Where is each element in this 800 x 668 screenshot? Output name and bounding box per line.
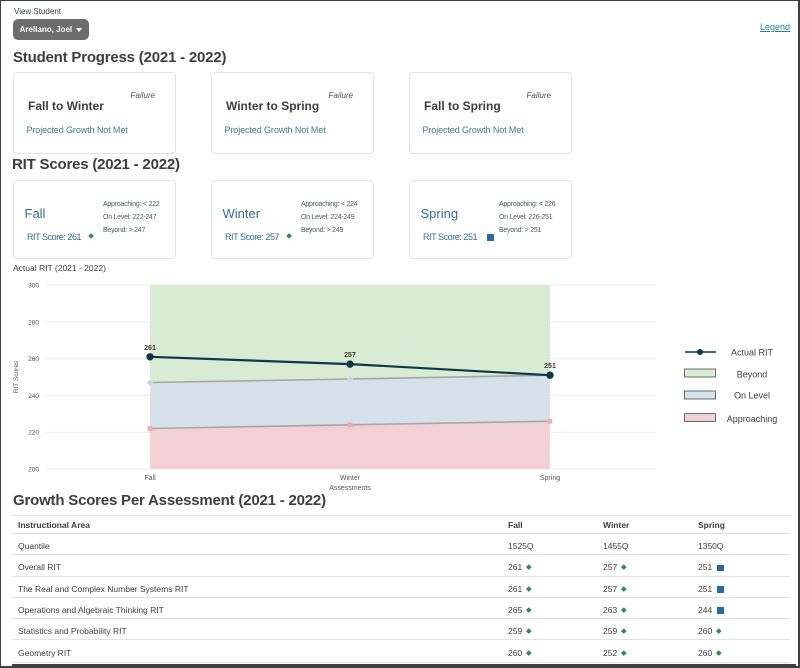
svg-text:Beyond: Beyond (737, 370, 768, 380)
svg-text:220: 220 (28, 430, 39, 437)
svg-text:Winter: Winter (340, 475, 361, 482)
svg-text:280: 280 (28, 319, 39, 326)
svg-text:Spring: Spring (540, 475, 560, 482)
svg-text:On Level: On Level (734, 391, 770, 401)
svg-text:200: 200 (28, 467, 39, 474)
svg-text:Fall: Fall (144, 475, 156, 482)
svg-text:RIT Scores: RIT Scores (13, 360, 20, 393)
svg-text:240: 240 (28, 393, 39, 400)
svg-text:300: 300 (28, 283, 39, 290)
svg-text:Assessments: Assessments (329, 485, 371, 492)
svg-text:257: 257 (344, 352, 356, 359)
svg-text:260: 260 (28, 356, 39, 363)
svg-text:261: 261 (144, 345, 156, 352)
svg-text:Actual RIT: Actual RIT (731, 348, 774, 358)
svg-text:Approaching: Approaching (727, 414, 778, 424)
svg-text:251: 251 (544, 363, 556, 370)
